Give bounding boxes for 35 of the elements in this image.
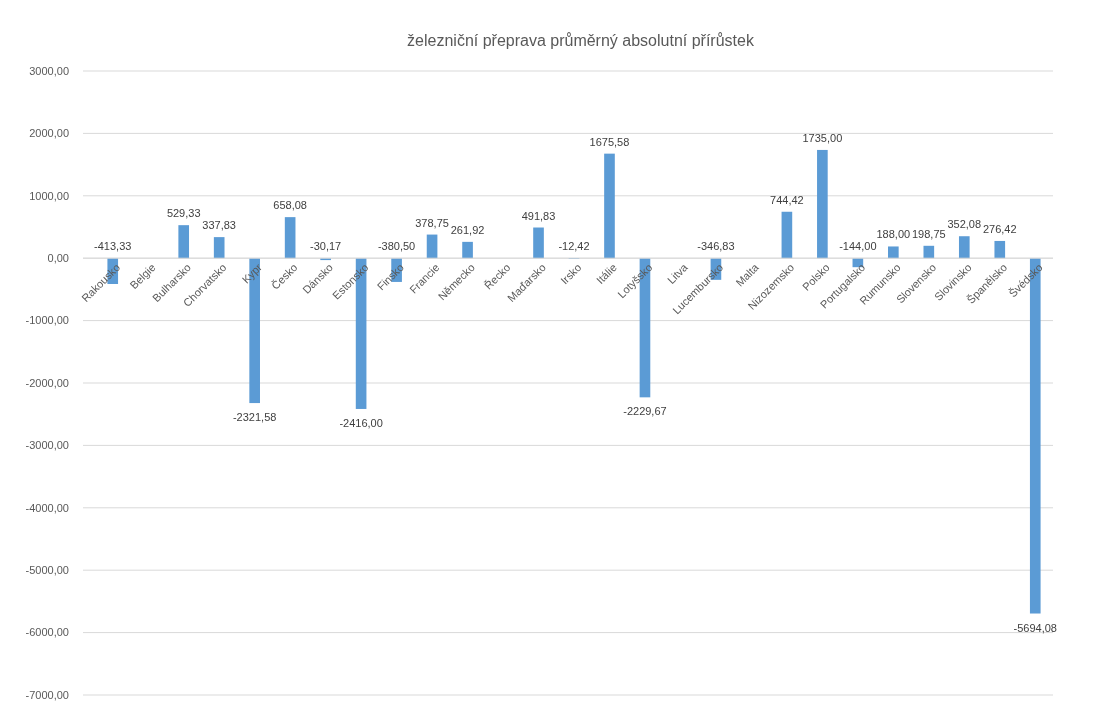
y-tick-label: 3000,00 xyxy=(29,64,69,77)
data-label: -380,50 xyxy=(377,240,416,253)
data-label: -2229,67 xyxy=(623,405,667,418)
y-tick-label: -3000,00 xyxy=(25,439,69,452)
data-label: 1675,58 xyxy=(589,135,630,148)
data-label: 491,83 xyxy=(521,209,556,222)
y-tick-label: 1000,00 xyxy=(29,189,69,202)
y-tick-label: -4000,00 xyxy=(25,501,69,514)
data-label: 261,92 xyxy=(450,223,485,236)
data-label: 529,33 xyxy=(166,207,201,220)
chart-title: železniční přeprava průměrný absolutní přírůstek xyxy=(407,32,755,49)
data-label: -5694,08 xyxy=(1013,621,1057,634)
data-label: 276,42 xyxy=(982,222,1017,235)
data-label: -346,83 xyxy=(697,240,735,253)
data-label: -12,42 xyxy=(558,240,590,253)
data-label: 658,08 xyxy=(273,199,307,212)
y-tick-label: -7000,00 xyxy=(25,688,69,701)
y-tick-label: -5000,00 xyxy=(25,564,69,577)
data-label: -2416,00 xyxy=(339,416,383,429)
y-tick-label: 0,00 xyxy=(47,252,69,265)
y-tick-label: 2000,00 xyxy=(29,127,69,140)
y-tick-label: -2000,00 xyxy=(25,376,69,389)
data-label: 188,00 xyxy=(876,228,911,241)
data-label: -2321,58 xyxy=(232,411,277,424)
data-label: 378,75 xyxy=(415,216,449,229)
data-label: 198,75 xyxy=(911,227,946,240)
data-label: 352,08 xyxy=(947,218,982,231)
data-label: 337,83 xyxy=(202,219,237,232)
y-tick-label: -1000,00 xyxy=(25,314,69,327)
data-label: -144,00 xyxy=(839,240,877,253)
data-label: -30,17 xyxy=(310,240,342,253)
data-label: -413,33 xyxy=(94,240,132,253)
y-tick-label: -6000,00 xyxy=(25,626,69,639)
data-label: 744,42 xyxy=(770,193,804,206)
data-label: 1735,00 xyxy=(802,131,843,144)
